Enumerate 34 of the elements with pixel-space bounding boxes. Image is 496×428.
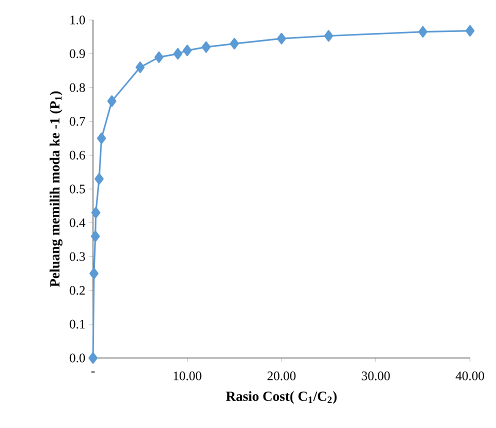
point	[182, 44, 192, 56]
point	[89, 268, 98, 280]
point	[94, 173, 104, 185]
y-tick-label: 0.5	[70, 184, 85, 194]
y-tick-label: 0.0	[70, 354, 85, 362]
point	[88, 352, 98, 364]
y-tick-label: 0.6	[70, 150, 86, 160]
y-tick-label: 0.2	[70, 286, 85, 295]
y-axis-title: Peluang memilih moda ke -1 (P$_{1}$)	[50, 91, 62, 287]
y-tick-label: 0.7	[70, 117, 86, 126]
y-tick-label: 0.3	[70, 252, 85, 261]
x-axis-title: Rasio Cost( C$_{1}$/C$_{2}$)	[226, 391, 337, 404]
point	[465, 25, 475, 37]
point	[230, 38, 239, 50]
y-tick-label: 0.4	[70, 218, 86, 228]
y-tick-label: 1.0	[70, 16, 85, 24]
x-tick-label: 20.00	[267, 372, 296, 380]
point	[107, 95, 116, 107]
x-tick-label: 40.00	[456, 372, 484, 380]
point	[202, 41, 211, 53]
point	[154, 51, 164, 63]
point	[96, 132, 106, 144]
point	[90, 230, 100, 242]
point	[91, 206, 100, 218]
point	[324, 30, 334, 42]
y-tick-label: 0.8	[70, 83, 85, 92]
point	[418, 26, 428, 38]
x-tick-label: 10.00	[174, 372, 202, 380]
point	[136, 62, 145, 74]
y-tick-label: 0.9	[70, 49, 85, 58]
y-tick-label: 0.1	[70, 320, 85, 329]
point	[173, 48, 182, 60]
point	[276, 32, 286, 44]
x-tick-label: 30.00	[362, 372, 390, 380]
